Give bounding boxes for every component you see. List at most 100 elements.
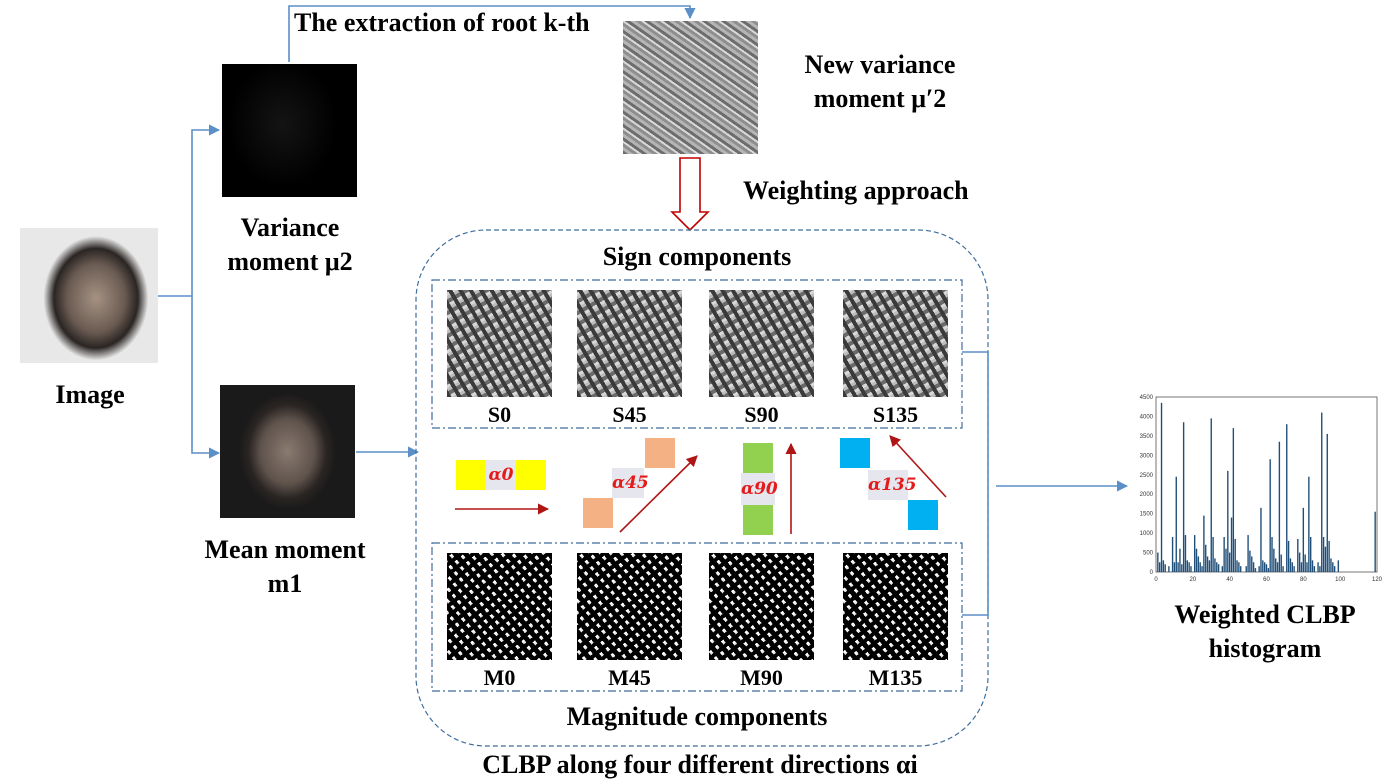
input-face-image xyxy=(20,228,158,363)
histogram-bar xyxy=(1240,566,1242,572)
histogram-bar xyxy=(1157,552,1159,572)
histogram-bar xyxy=(1263,562,1266,572)
histogram-bar xyxy=(1287,540,1290,572)
histogram-bar xyxy=(1199,562,1201,572)
alpha135-top-square xyxy=(840,438,870,468)
magnitude-image-m90 xyxy=(709,553,814,660)
histogram-bar xyxy=(1298,552,1301,572)
histogram-bar xyxy=(1324,546,1327,572)
histogram-bar xyxy=(1193,535,1196,572)
histogram-bar xyxy=(1293,566,1295,572)
histogram-bar xyxy=(1214,558,1216,572)
histogram-xtick-label: 0 xyxy=(1154,577,1158,583)
sign-image-s90 xyxy=(709,290,814,397)
to-variance-arrow xyxy=(191,124,221,296)
sign-output-connector xyxy=(962,351,989,616)
histogram-bar xyxy=(1206,556,1209,572)
alpha135-bottom-square xyxy=(908,500,938,530)
magnitude-components-box xyxy=(431,542,963,692)
histogram-xtick-label: 60 xyxy=(1263,577,1270,583)
histogram-bar xyxy=(1175,476,1177,572)
alpha90-label: α90 xyxy=(741,473,778,505)
histogram-xtick-label: 20 xyxy=(1189,577,1196,583)
histogram-bar xyxy=(1321,412,1323,572)
histogram-bar xyxy=(1306,562,1308,572)
histogram-bar xyxy=(1236,560,1238,572)
histogram-bar xyxy=(1267,568,1270,572)
histogram-bar xyxy=(1297,538,1299,572)
histogram-xtick-label: 100 xyxy=(1335,577,1346,583)
sign-label-s135: S135 xyxy=(872,402,919,427)
histogram-bar xyxy=(1197,556,1200,572)
clbp-caption: CLBP along four different directions αi xyxy=(482,750,918,779)
histogram-ytick-label: 3500 xyxy=(1140,434,1154,440)
histogram-bar xyxy=(1322,537,1325,572)
histogram-bar xyxy=(1234,538,1236,572)
histogram-bar xyxy=(1311,560,1314,572)
histogram-bar xyxy=(1158,562,1161,572)
histogram-bar xyxy=(1223,537,1225,572)
alpha45-label: α45 xyxy=(612,468,649,498)
mean-moment-image xyxy=(220,385,355,518)
histogram-bar xyxy=(1171,537,1174,572)
alpha45-low-square xyxy=(583,498,613,528)
histogram-bar xyxy=(1201,566,1203,572)
variance-moment-image xyxy=(222,64,357,197)
new-variance-label: New variance moment μ′2 xyxy=(804,50,956,113)
histogram-bar xyxy=(1212,537,1214,572)
histogram-bar xyxy=(1225,548,1227,572)
histogram-bar xyxy=(1179,548,1181,572)
histogram-ytick-label: 500 xyxy=(1143,551,1154,557)
histogram-bar xyxy=(1227,470,1229,572)
alpha0-label: α0 xyxy=(486,460,516,490)
histogram-bar xyxy=(1249,550,1251,572)
histogram-bar xyxy=(1328,540,1330,572)
histogram-bar xyxy=(1374,511,1376,572)
histogram-bar xyxy=(1203,515,1205,572)
histogram-bar xyxy=(1278,441,1281,572)
histogram-bar xyxy=(1265,564,1268,572)
histogram-bar xyxy=(1205,544,1207,572)
sign-label-s90: S90 xyxy=(744,402,779,427)
histogram-bar xyxy=(1258,566,1260,572)
histogram-bar xyxy=(1330,558,1332,572)
histogram-bar xyxy=(1188,562,1190,572)
to-mean-arrow xyxy=(191,296,221,459)
histogram-bar xyxy=(1182,422,1185,572)
histogram-bar xyxy=(1230,517,1233,572)
alpha90-top-square xyxy=(743,443,773,473)
histogram-bar xyxy=(1317,562,1319,572)
histogram-bar xyxy=(1326,433,1328,572)
extraction-arrow xyxy=(288,5,696,62)
histogram-ytick-label: 1500 xyxy=(1140,512,1154,518)
histogram-bar xyxy=(1173,562,1176,572)
histogram-bar xyxy=(1271,537,1273,572)
histogram-ytick-label: 2500 xyxy=(1140,473,1154,479)
histogram-bar xyxy=(1300,562,1303,572)
histogram-bar xyxy=(1337,560,1340,572)
histogram-bar xyxy=(1186,560,1188,572)
histogram-frame xyxy=(1155,396,1378,573)
magnitude-label-m45: M45 xyxy=(608,665,651,690)
histogram-bar xyxy=(1168,566,1170,572)
histogram-bar xyxy=(1208,560,1211,572)
histogram-bar xyxy=(1333,566,1336,572)
histogram-bar xyxy=(1308,476,1310,572)
histogram-bar xyxy=(1269,459,1271,572)
new-variance-image xyxy=(623,21,758,154)
histogram-xtick-label: 80 xyxy=(1300,577,1307,583)
sign-image-s45 xyxy=(577,290,682,397)
sign-components-title: Sign components xyxy=(602,242,792,271)
histogram-ytick-label: 1000 xyxy=(1140,531,1154,537)
mean-moment-label: Mean moment m1 xyxy=(204,535,366,598)
sign-components-box xyxy=(431,279,963,429)
alpha135-label: α135 xyxy=(868,470,917,500)
histogram-xtick-label: 40 xyxy=(1226,577,1233,583)
histogram-bar xyxy=(1164,564,1166,572)
sign-label-s0: S0 xyxy=(487,402,512,427)
histogram-bar xyxy=(1190,566,1192,572)
histogram-bar xyxy=(1302,507,1305,572)
histogram-bar xyxy=(1304,554,1306,572)
